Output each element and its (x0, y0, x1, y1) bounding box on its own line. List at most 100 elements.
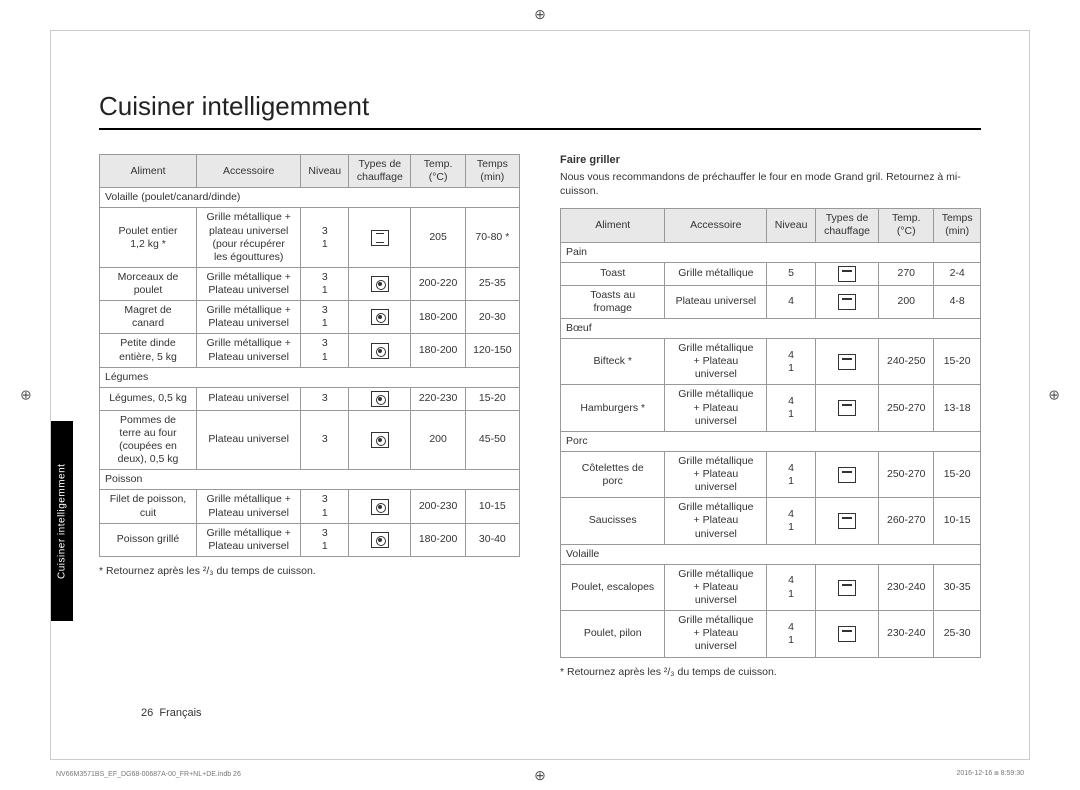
cell-accessoire: Plateau universel (197, 387, 301, 410)
cell-accessoire: Grille métallique+ Plateauuniversel (665, 339, 767, 385)
cell-aliment: Toasts aufromage (561, 285, 665, 318)
section-label: Légumes (100, 367, 520, 387)
cell-temps: 15-20 (934, 339, 981, 385)
crop-mark-icon: ⊕ (534, 6, 546, 23)
table-row: Hamburgers *Grille métallique+ Plateauun… (561, 385, 981, 431)
cell-icon (815, 339, 878, 385)
table-row: Bifteck *Grille métallique+ Plateauunive… (561, 339, 981, 385)
cell-aliment: Magret decanard (100, 301, 197, 334)
cell-temps: 30-40 (465, 523, 519, 556)
heating-fan-icon (371, 343, 389, 359)
cell-temps: 10-15 (465, 490, 519, 523)
cell-aliment: Morceaux depoulet (100, 267, 197, 300)
table-row: Morceaux depouletGrille métallique +Plat… (100, 267, 520, 300)
cell-aliment: Pommes deterre au four(coupées endeux), … (100, 410, 197, 470)
heating-conv-icon (371, 230, 389, 246)
heating-fan-icon (371, 391, 389, 407)
cell-accessoire: Grille métallique +Plateau universel (197, 301, 301, 334)
cell-aliment: Petite dindeentière, 5 kg (100, 334, 197, 367)
cell-niveau: 41 (767, 611, 816, 657)
heating-grill-icon (838, 294, 856, 310)
heating-fan-icon (371, 499, 389, 515)
cell-niveau: 31 (301, 523, 349, 556)
cell-niveau: 5 (767, 262, 816, 285)
cell-niveau: 31 (301, 334, 349, 367)
cell-temps: 20-30 (465, 301, 519, 334)
cell-temp: 250-270 (879, 451, 934, 497)
cell-accessoire: Plateau universel (197, 410, 301, 470)
cell-niveau: 4 (767, 285, 816, 318)
right-desc: Nous vous recommandons de préchauffer le… (560, 170, 981, 198)
table-row: Légumes, 0,5 kgPlateau universel3220-230… (100, 387, 520, 410)
cell-accessoire: Plateau universel (665, 285, 767, 318)
cell-accessoire: Grille métallique (665, 262, 767, 285)
cell-icon (349, 490, 411, 523)
cell-aliment: Hamburgers * (561, 385, 665, 431)
cell-temp: 230-240 (879, 564, 934, 610)
cell-accessoire: Grille métallique +plateau universel(pou… (197, 208, 301, 268)
cell-niveau: 3 (301, 410, 349, 470)
th-accessoire: Accessoire (197, 155, 301, 188)
heating-grill-icon (838, 626, 856, 642)
page-footer: 26 Français (141, 707, 202, 719)
cell-temp: 200-230 (411, 490, 465, 523)
right-table: Aliment Accessoire Niveau Types dechauff… (560, 208, 981, 657)
cell-temp: 200 (411, 410, 465, 470)
cell-accessoire: Grille métallique +Plateau universel (197, 267, 301, 300)
right-footnote: * Retournez après les ²/₃ du temps de cu… (560, 666, 981, 678)
cell-temps: 13-18 (934, 385, 981, 431)
cell-accessoire: Grille métallique+ Plateauuniversel (665, 611, 767, 657)
cell-temps: 120-150 (465, 334, 519, 367)
cell-icon (349, 301, 411, 334)
heating-fan-icon (371, 309, 389, 325)
section-label: Pain (561, 242, 981, 262)
cell-niveau: 41 (767, 498, 816, 544)
section-label: Poisson (100, 470, 520, 490)
th-niveau: Niveau (301, 155, 349, 188)
cell-aliment: Côtelettes deporc (561, 451, 665, 497)
table-row: Poulet entier1,2 kg *Grille métallique +… (100, 208, 520, 268)
cell-icon (349, 208, 411, 268)
cell-temp: 200 (879, 285, 934, 318)
table-row: Petite dindeentière, 5 kgGrille métalliq… (100, 334, 520, 367)
cell-icon (349, 387, 411, 410)
cell-accessoire: Grille métallique+ Plateauuniversel (665, 498, 767, 544)
cell-icon (815, 564, 878, 610)
left-column: Aliment Accessoire Niveau Types dechauff… (99, 154, 520, 678)
heating-fan-icon (371, 432, 389, 448)
cell-icon (349, 523, 411, 556)
table-row: Poulet, pilonGrille métallique+ Plateauu… (561, 611, 981, 657)
cell-niveau: 31 (301, 267, 349, 300)
crop-mark-icon: ⊕ (534, 767, 546, 784)
cell-icon (349, 267, 411, 300)
cell-icon (815, 611, 878, 657)
th-accessoire: Accessoire (665, 209, 767, 242)
cell-niveau: 41 (767, 385, 816, 431)
th-temp: Temp.(°C) (879, 209, 934, 242)
section-label: Volaille (poulet/canard/dinde) (100, 188, 520, 208)
cell-niveau: 31 (301, 490, 349, 523)
heating-grill-icon (838, 467, 856, 483)
cell-temp: 220-230 (411, 387, 465, 410)
cell-temps: 70-80 * (465, 208, 519, 268)
heating-fan-icon (371, 276, 389, 292)
cell-temps: 45-50 (465, 410, 519, 470)
cell-temp: 180-200 (411, 523, 465, 556)
cell-icon (815, 451, 878, 497)
table-row: Poulet, escalopesGrille métallique+ Plat… (561, 564, 981, 610)
cell-accessoire: Grille métallique +Plateau universel (197, 490, 301, 523)
cell-temps: 25-35 (465, 267, 519, 300)
cell-accessoire: Grille métallique +Plateau universel (197, 523, 301, 556)
cell-temps: 4-8 (934, 285, 981, 318)
page-title: Cuisiner intelligemment (99, 91, 981, 130)
cell-icon (815, 285, 878, 318)
heating-grill-icon (838, 580, 856, 596)
table-row: ToastGrille métallique52702-4 (561, 262, 981, 285)
cell-aliment: Bifteck * (561, 339, 665, 385)
cell-niveau: 3 (301, 387, 349, 410)
cell-temp: 250-270 (879, 385, 934, 431)
cell-accessoire: Grille métallique+ Plateauuniversel (665, 564, 767, 610)
cell-icon (815, 498, 878, 544)
section-label: Porc (561, 431, 981, 451)
cell-temps: 2-4 (934, 262, 981, 285)
